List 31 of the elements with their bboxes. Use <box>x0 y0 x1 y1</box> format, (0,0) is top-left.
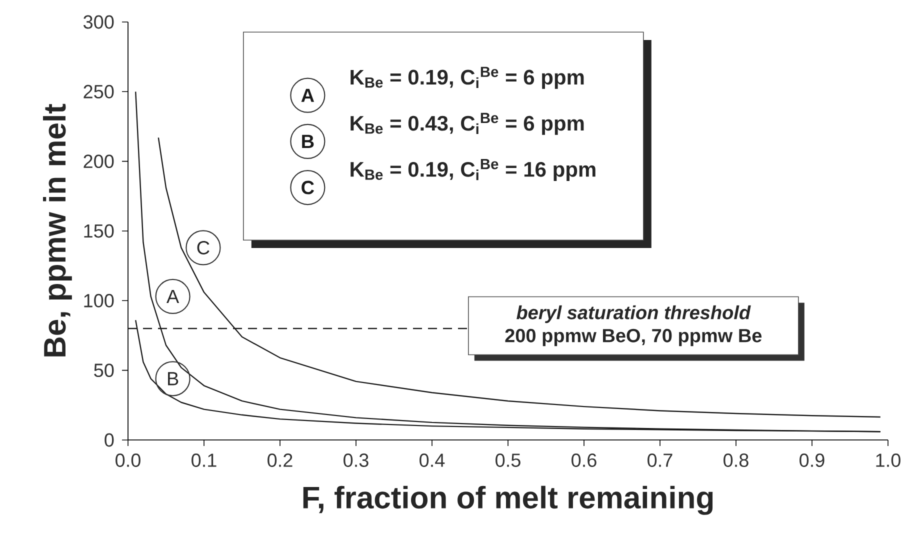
x-tick-label: 0.0 <box>116 454 140 467</box>
x-tick-label: 0.4 <box>420 454 445 467</box>
annotation: K$_{Be}$ = 0.19, C$_{i}$$^{Be}$ = 16 ppm <box>350 158 596 181</box>
y-tick-label: 200 <box>84 154 114 168</box>
x-tick-label: 1.0 <box>876 454 900 467</box>
y-tick-label: 50 <box>94 364 114 378</box>
x-tick-label: 0.6 <box>572 454 596 467</box>
text: C <box>302 180 314 194</box>
x-tick-label: 0.8 <box>724 454 748 467</box>
x-axis-title: F, fraction of melt remaining <box>303 486 713 515</box>
annotation: 200 ppmw BeO, 70 ppmw Be <box>505 328 762 346</box>
x-tick-label: 0.2 <box>268 454 292 467</box>
x-tick-label: 0.5 <box>496 454 520 467</box>
x-tick-label: 0.7 <box>648 454 672 467</box>
series-label: B <box>168 372 178 386</box>
series-label: A <box>166 290 180 304</box>
y-tick-label: 100 <box>84 294 114 308</box>
y-axis-title: Be, ppmw in melt <box>43 104 72 356</box>
ref-line-label: beryl saturation threshold <box>516 305 751 324</box>
series-label: C <box>197 240 210 254</box>
x-tick-label: 0.3 <box>344 454 368 467</box>
text: A <box>301 88 314 102</box>
y-tick-label: 300 <box>83 15 114 29</box>
y-tick-label: 0 <box>104 433 114 447</box>
annotation: K$_{Be}$ = 0.43, C$_{i}$$^{Be}$ = 6 ppm <box>350 112 584 135</box>
y-tick-label: 250 <box>84 84 114 98</box>
annotation: K$_{Be}$ = 0.19, C$_{i}$$^{Be}$ = 6 ppm <box>350 66 584 89</box>
x-tick-label: 0.9 <box>800 454 824 467</box>
text: B <box>302 134 314 148</box>
x-tick-label: 0.1 <box>192 454 216 467</box>
y-tick-label: 150 <box>84 224 114 238</box>
